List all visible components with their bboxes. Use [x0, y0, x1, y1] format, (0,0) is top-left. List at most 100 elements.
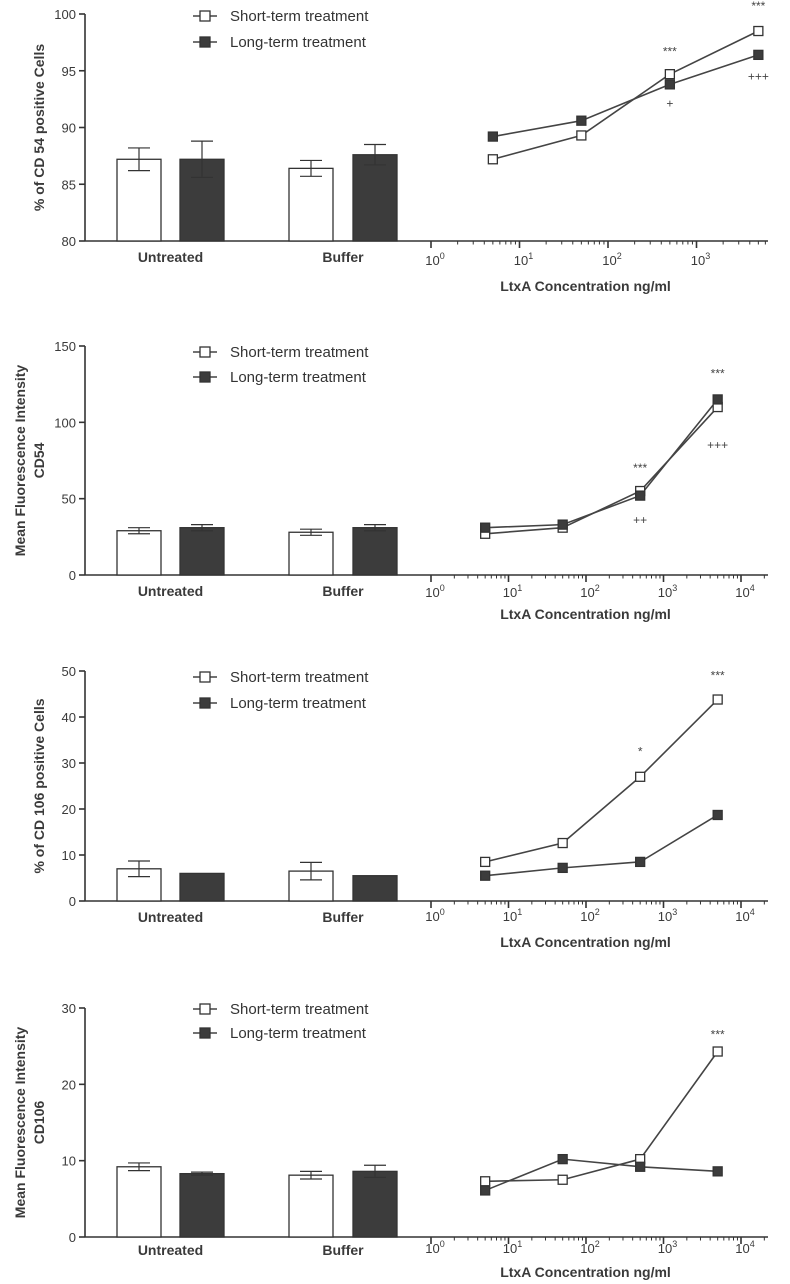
- point-short: [635, 771, 646, 782]
- series-line-long: [492, 54, 759, 138]
- bar-long-buffer: [352, 154, 398, 242]
- point-long: [712, 1166, 723, 1177]
- series-line-short: [484, 698, 719, 863]
- x-tick-base: 10: [735, 909, 749, 924]
- y-tick-label: 40: [62, 710, 76, 725]
- x-tick-exponent: 4: [750, 583, 755, 593]
- x-tick-label: 101: [514, 251, 533, 268]
- x-tick-base: 10: [503, 1241, 517, 1256]
- x-axis-label: LtxA Concentration ng/ml: [500, 278, 671, 294]
- y-axis-label-line-2: CD54: [31, 442, 47, 478]
- x-tick-base: 10: [425, 1241, 439, 1256]
- significance-mark: +++: [707, 438, 728, 452]
- significance-mark: +++: [748, 69, 769, 83]
- point-short: [557, 1174, 568, 1185]
- legend-label-long: Long-term treatment: [230, 34, 367, 51]
- x-tick-label: 100: [425, 1239, 444, 1256]
- significance-mark: ++: [633, 513, 647, 527]
- y-tick-label: 20: [62, 1077, 76, 1092]
- y-tick-label: 50: [62, 664, 76, 679]
- x-tick-base: 10: [691, 253, 705, 268]
- x-tick-exponent: 1: [528, 251, 533, 261]
- x-tick-base: 10: [580, 1241, 594, 1256]
- x-tick-base: 10: [425, 585, 439, 600]
- x-tick-exponent: 0: [440, 907, 445, 917]
- series-line-short: [485, 406, 719, 535]
- bar-long-buffer: [352, 875, 398, 902]
- category-label-untreated: Untreated: [138, 249, 203, 265]
- x-tick-label: 102: [580, 1239, 599, 1256]
- bar-short-buffer: [288, 531, 334, 576]
- bar-short-buffer: [288, 1174, 334, 1238]
- point-short: [712, 694, 723, 705]
- y-tick-label: 85: [62, 177, 76, 192]
- significance-mark: ***: [633, 461, 647, 475]
- x-tick-label: 101: [503, 583, 522, 600]
- x-tick-exponent: 4: [750, 907, 755, 917]
- point-short: [487, 154, 499, 165]
- x-tick-base: 10: [735, 1241, 749, 1256]
- point-long: [635, 856, 646, 868]
- y-tick-label: 100: [54, 7, 76, 22]
- x-tick-base: 10: [602, 253, 616, 268]
- x-tick-exponent: 3: [705, 251, 710, 261]
- series-line-long: [484, 1158, 718, 1192]
- point-short: [480, 1176, 491, 1187]
- bar-long-buffer: [352, 1170, 398, 1238]
- legend-label-long: Long-term treatment: [230, 1025, 367, 1042]
- bar-long-untreated: [179, 872, 225, 902]
- bar-short-untreated: [116, 1166, 162, 1238]
- x-tick-exponent: 1: [517, 583, 522, 593]
- x-tick-label: 104: [735, 907, 754, 924]
- x-tick-label: 102: [580, 583, 599, 600]
- x-tick-base: 10: [658, 909, 672, 924]
- x-axis-label: LtxA Concentration ng/ml: [500, 606, 671, 622]
- point-short: [753, 25, 764, 37]
- x-tick-label: 103: [658, 583, 677, 600]
- legend-label-short: Short-term treatment: [230, 8, 369, 25]
- legend-label-short: Short-term treatment: [230, 344, 369, 361]
- series-line-long: [485, 398, 719, 529]
- y-axis-label: % of CD 54 positive Cells: [31, 44, 47, 211]
- legend-label-short: Short-term treatment: [230, 669, 369, 686]
- point-short: [576, 130, 587, 141]
- legend-marker-short: [199, 346, 211, 358]
- point-long: [480, 1185, 491, 1196]
- x-tick-label: 103: [658, 1239, 677, 1256]
- legend-marker-long: [199, 371, 211, 383]
- y-tick-label: 90: [62, 121, 76, 136]
- y-axis-label-line-2: CD106: [31, 1101, 47, 1145]
- bar-long-buffer: [352, 527, 398, 576]
- point-long: [487, 131, 499, 142]
- bar-long-untreated: [179, 527, 225, 576]
- point-short: [712, 1046, 723, 1057]
- point-long: [557, 1153, 568, 1165]
- series-line-short: [492, 30, 759, 161]
- point-long: [635, 490, 646, 501]
- x-tick-label: 104: [735, 1239, 754, 1256]
- y-tick-label: 10: [62, 1154, 76, 1169]
- x-tick-label: 104: [735, 583, 754, 600]
- x-tick-label: 102: [602, 251, 621, 268]
- legend-marker-short: [199, 10, 211, 22]
- x-tick-exponent: 1: [517, 907, 522, 917]
- point-long: [753, 49, 764, 61]
- y-axis-label-line-1: Mean Fluorescence Intensity: [12, 1027, 28, 1219]
- point-long: [664, 79, 676, 90]
- y-axis-label: % of CD 106 positive Cells: [31, 698, 47, 873]
- point-long: [480, 522, 491, 533]
- significance-mark: ***: [751, 0, 765, 13]
- point-long: [712, 809, 723, 821]
- significance-mark: ***: [711, 366, 725, 380]
- x-tick-label: 103: [691, 251, 710, 268]
- x-tick-base: 10: [580, 909, 594, 924]
- x-tick-base: 10: [503, 585, 517, 600]
- y-tick-label: 0: [69, 894, 76, 909]
- y-tick-label: 50: [62, 492, 76, 507]
- x-tick-exponent: 2: [595, 907, 600, 917]
- x-tick-exponent: 0: [440, 251, 445, 261]
